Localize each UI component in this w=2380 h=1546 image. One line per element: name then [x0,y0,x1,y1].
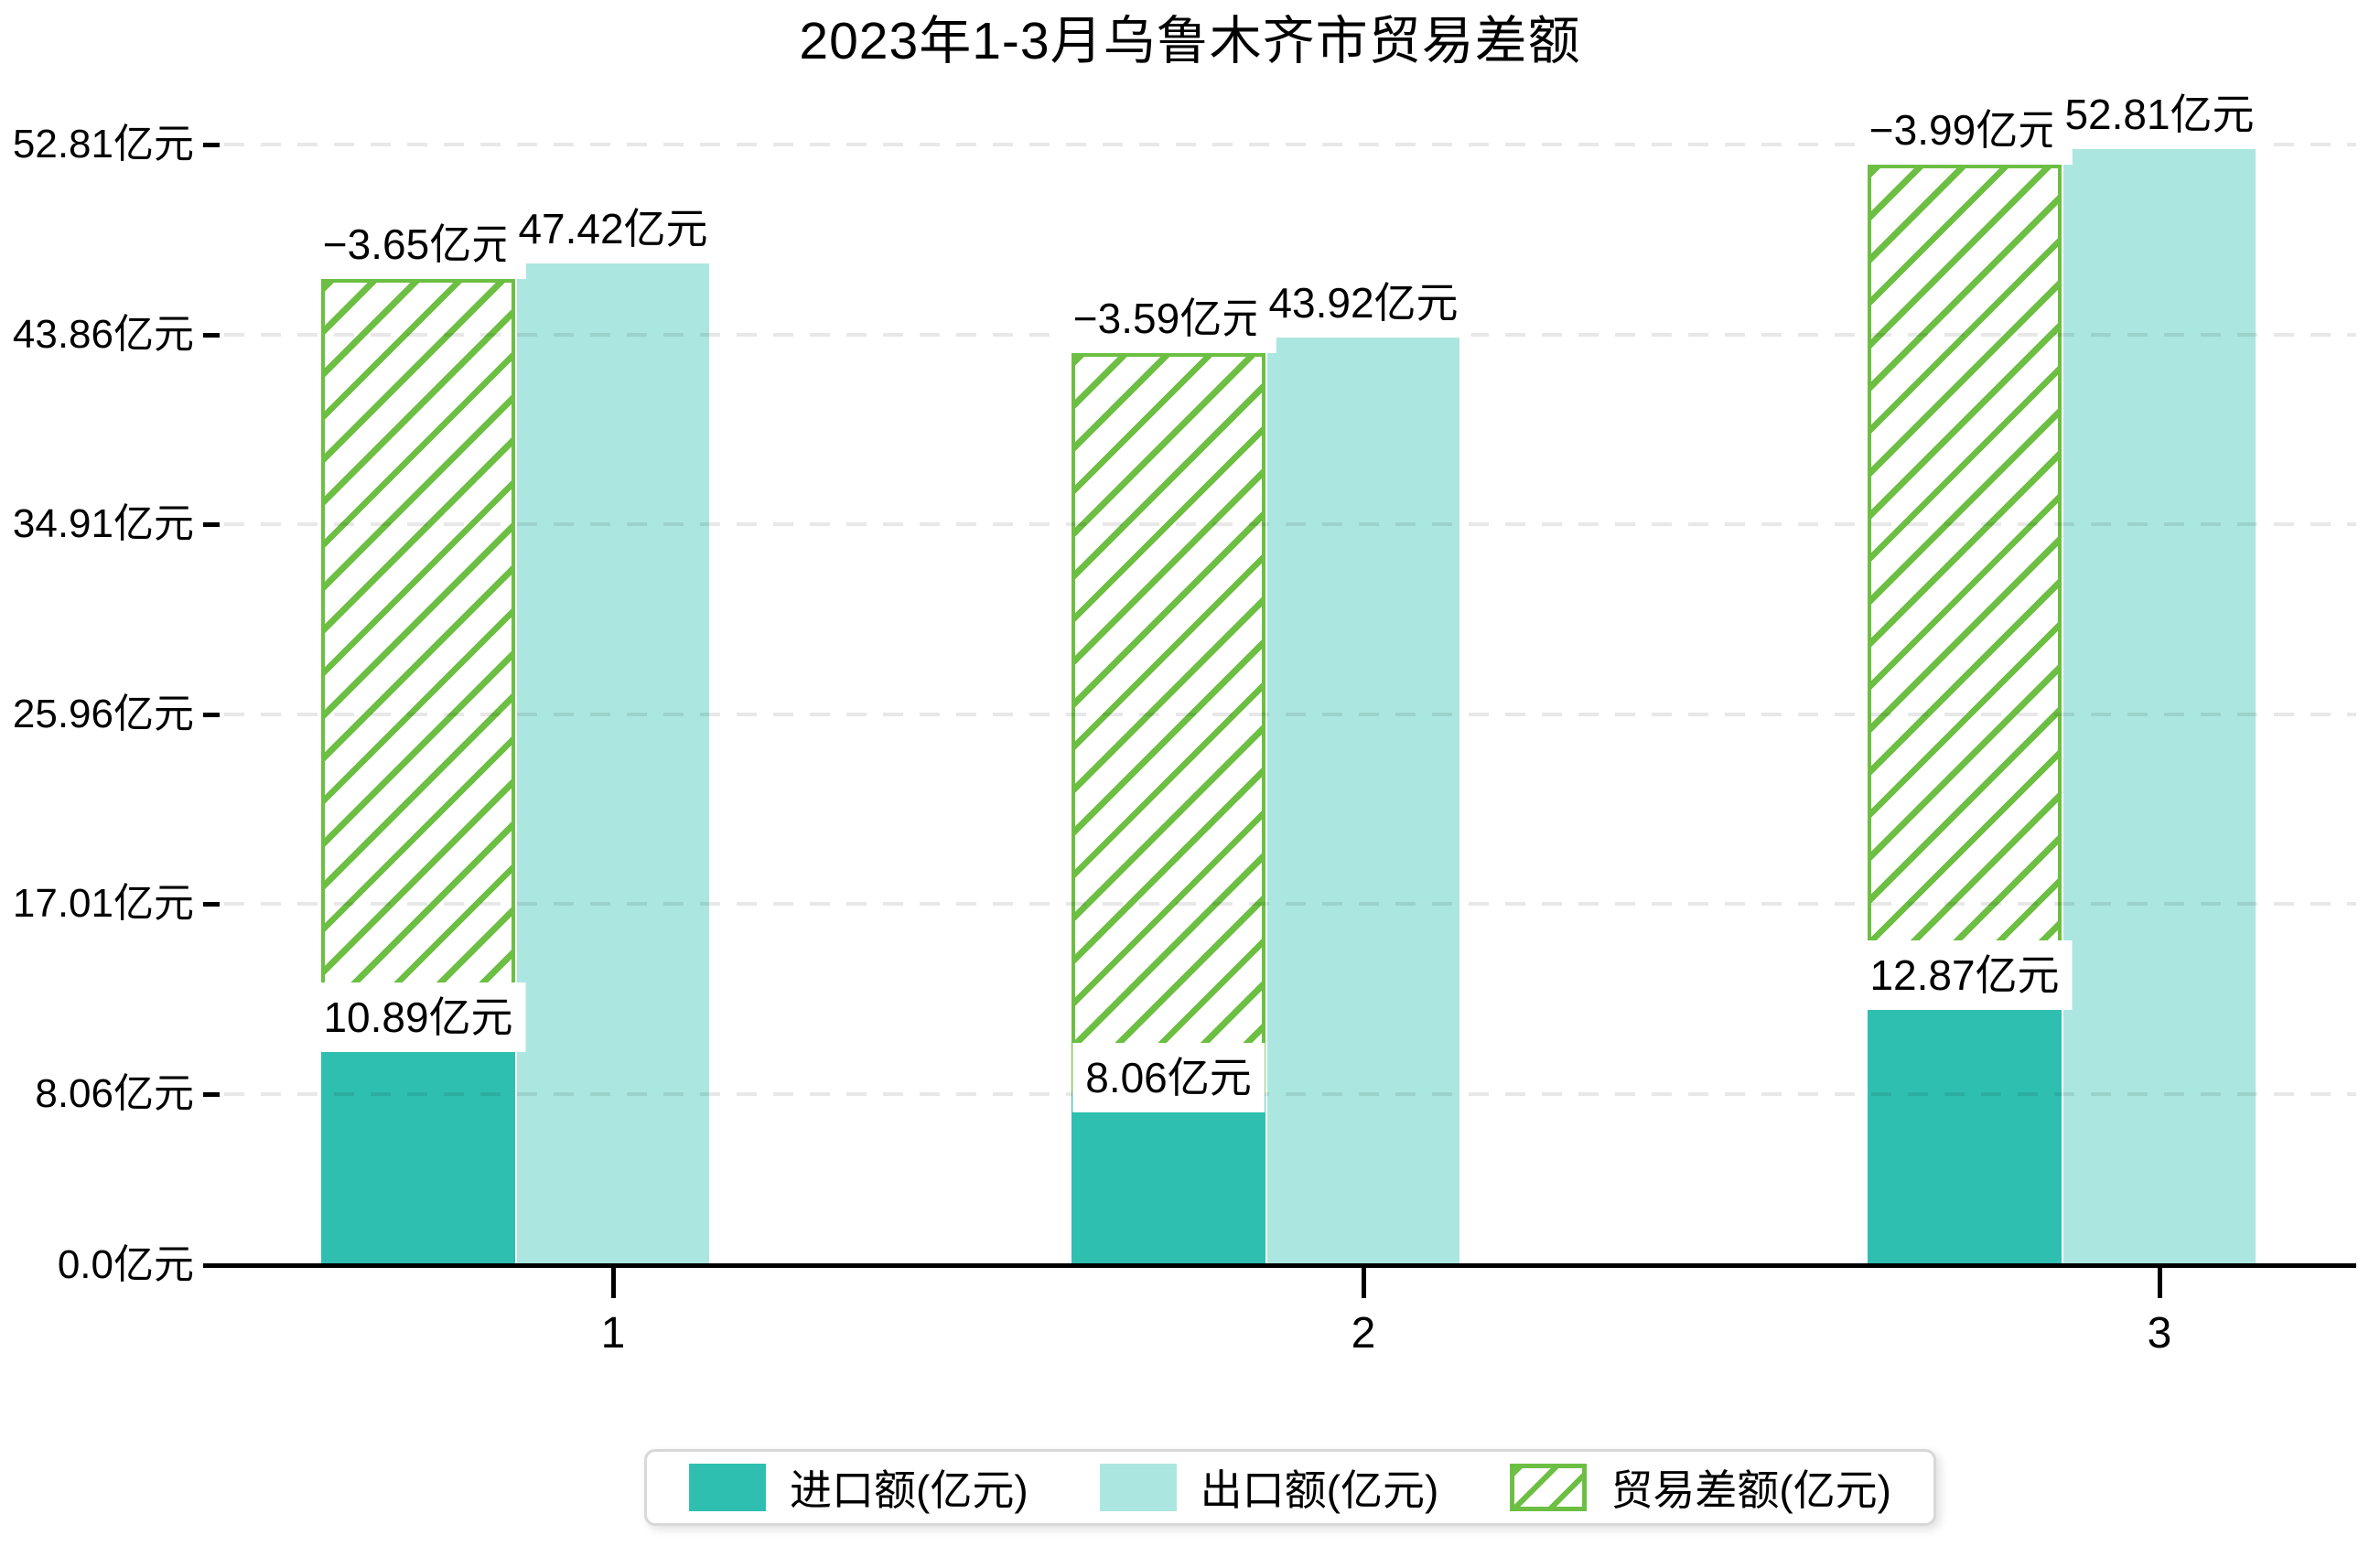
y-axis-label: 0.0亿元 [57,1242,194,1287]
x-axis-label: 1 [600,1309,626,1358]
gridline [224,522,2356,526]
balance-bar [1072,353,1265,1094]
y-axis-label: 52.81亿元 [12,122,194,166]
y-axis-label: 25.96亿元 [12,692,194,736]
gridline [224,143,2356,146]
export-value-label: 52.81亿元 [2052,80,2267,149]
import-swatch-icon [689,1464,767,1511]
y-axis-label: 17.01亿元 [12,881,194,926]
x-axis-tick [2158,1267,2162,1298]
balance-bar [1868,165,2062,992]
balance-bar [321,279,515,1034]
y-axis-tick [203,143,220,147]
balance-value-label: −3.59亿元 [1060,284,1277,353]
export-value-label: 47.42亿元 [505,194,721,263]
x-axis-label: 3 [2147,1309,2172,1358]
legend-item-balance: 贸易差额(亿元) [1510,1457,1891,1518]
export-bar [517,259,709,1267]
gridline [224,902,2356,906]
legend-item-export: 出口额(亿元) [1099,1457,1439,1518]
export-bar [2063,145,2256,1267]
legend: 进口额(亿元) 出口额(亿元) 贸易差额(亿元) [644,1449,1936,1526]
y-axis-tick [203,522,220,527]
y-axis-label: 43.86亿元 [12,312,194,357]
gridline [224,713,2356,716]
y-axis-tick [203,902,220,907]
y-axis-label: 34.91亿元 [12,501,194,546]
gridline [224,1092,2356,1096]
legend-label-balance: 贸易差额(亿元) [1610,1466,1891,1514]
export-bar [1267,333,1459,1267]
import-value-label: 10.89亿元 [310,982,526,1052]
export-value-label: 43.92亿元 [1255,268,1471,338]
export-swatch-icon [1099,1464,1177,1511]
x-axis-line [210,1263,2356,1268]
import-bar [321,1034,515,1267]
legend-item-import: 进口额(亿元) [689,1457,1028,1518]
import-bar [1868,992,2062,1267]
y-axis-tick [203,333,220,338]
y-axis-label: 8.06亿元 [35,1071,194,1116]
x-axis-label: 2 [1351,1309,1376,1358]
import-value-label: 12.87亿元 [1857,940,2073,1010]
y-axis-tick [203,713,220,717]
import-value-label: 8.06亿元 [1072,1043,1265,1112]
balance-value-label: −3.99亿元 [1856,95,2073,165]
x-axis-tick [1362,1267,1366,1298]
y-axis-tick [203,1092,220,1097]
legend-label-import: 进口额(亿元) [790,1466,1028,1514]
balance-value-label: −3.65亿元 [309,209,527,279]
balance-hatch-swatch-icon [1510,1464,1588,1511]
import-bar [1072,1094,1265,1267]
x-axis-tick [611,1267,616,1298]
legend-label-export: 出口额(亿元) [1200,1466,1439,1514]
chart-title: 2023年1-3月乌鲁木齐市贸易差额 [799,12,1581,70]
